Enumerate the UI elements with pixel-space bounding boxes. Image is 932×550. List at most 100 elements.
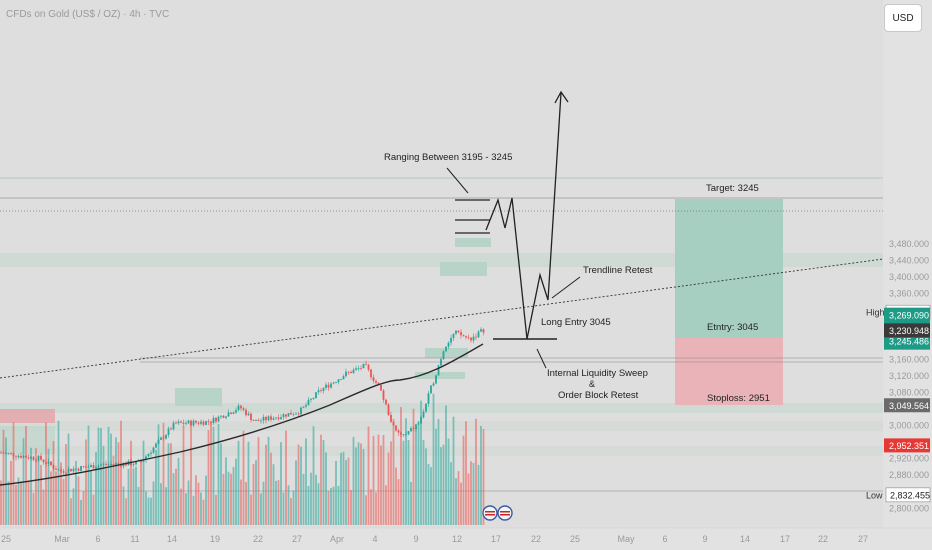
- candle-body: [410, 428, 412, 432]
- candle-body: [370, 369, 372, 378]
- target-zone: [675, 199, 783, 338]
- x-tick-label: 14: [167, 534, 177, 544]
- volume-bar: [360, 443, 362, 525]
- candle-body: [40, 455, 42, 460]
- volume-bar: [350, 490, 352, 525]
- candle-body: [92, 465, 95, 469]
- candle-body: [45, 462, 47, 464]
- candle-body: [415, 424, 417, 430]
- candle-body: [232, 412, 235, 414]
- candle-body: [172, 422, 175, 430]
- volume-bar: [375, 492, 377, 525]
- price-label-text: 2,952.351: [889, 441, 929, 451]
- candle-body: [210, 422, 212, 424]
- candle-body: [400, 432, 402, 435]
- volume-bar: [95, 451, 97, 525]
- candle-body: [270, 416, 272, 420]
- time-axis[interactable]: 25 Mar 6 11 14 19 22 27 Apr 4 9 12 17 22 25 May 6 9 14 17 22…: [1, 534, 868, 544]
- candle-body: [350, 371, 352, 374]
- candle-body: [437, 365, 440, 376]
- candle-body: [342, 376, 345, 380]
- volume-bar: [5, 437, 7, 525]
- pointer-ranging: [446, 167, 469, 194]
- us-flag-icon-2: [497, 505, 513, 521]
- candle-body: [365, 363, 367, 365]
- candle-body: [242, 408, 245, 410]
- annotation-stoploss: Stoploss: 2951: [707, 393, 770, 404]
- volume-bars: [0, 393, 485, 525]
- volume-bar: [325, 452, 327, 525]
- volume-bar: [462, 435, 465, 525]
- volume-bar: [370, 489, 372, 525]
- candle-body: [480, 329, 482, 332]
- volume-bar: [317, 483, 320, 525]
- candle-body: [395, 425, 397, 431]
- volume-bar: [430, 467, 432, 525]
- price-axis-bg: [883, 0, 932, 550]
- event-icons[interactable]: [482, 505, 513, 521]
- candle-body: [282, 414, 285, 418]
- volume-bar: [232, 466, 235, 525]
- ob-1: [175, 388, 222, 406]
- volume-bar: [305, 438, 307, 525]
- volume-bar: [382, 435, 385, 525]
- volume-bar: [260, 493, 262, 525]
- price-labels: High3,275.0033,269.09038:313,245.4863,23…: [866, 304, 931, 503]
- price-axis[interactable]: 2,800.000 2,880.000 2,920.000 3,000.000 3,08…: [889, 239, 929, 513]
- volume-bar: [310, 472, 312, 525]
- candle-body: [82, 466, 85, 467]
- volume-bar: [342, 451, 345, 525]
- candle-body: [420, 417, 422, 424]
- y-tick-label: 2,800.000: [889, 503, 929, 513]
- volume-bar: [157, 424, 160, 525]
- volume-bar: [337, 485, 340, 525]
- candle-body: [332, 382, 335, 384]
- volume-bar: [477, 464, 480, 525]
- candle-body: [260, 420, 262, 422]
- volume-bar: [235, 458, 237, 525]
- volume-bar: [250, 494, 252, 525]
- y-tick-label: 3,400.000: [889, 272, 929, 282]
- candle-body: [240, 405, 242, 409]
- volume-bar: [105, 466, 107, 525]
- price-label-text: 3,049.564: [889, 401, 929, 411]
- volume-bar: [62, 478, 65, 525]
- volume-bar: [0, 480, 2, 525]
- candle-body: [315, 392, 317, 398]
- volume-bar: [152, 481, 155, 525]
- x-tick-label: 6: [95, 534, 100, 544]
- candle-body: [385, 399, 387, 405]
- candle-body: [95, 467, 97, 469]
- volume-bar: [212, 426, 215, 525]
- candle-body: [257, 420, 260, 422]
- volume-bar: [190, 421, 192, 525]
- zone-supply-top: [0, 253, 883, 267]
- candle-body: [322, 387, 325, 391]
- candle-body: [155, 443, 157, 448]
- volume-bar: [82, 491, 85, 525]
- volume-bar: [365, 495, 367, 525]
- candle-body: [300, 407, 302, 415]
- candle-body: [22, 455, 25, 458]
- volume-bar: [390, 441, 392, 525]
- x-tick-label: 12: [452, 534, 462, 544]
- volume-bar: [425, 448, 427, 525]
- volume-bar: [90, 471, 92, 525]
- volume-bar: [230, 473, 232, 525]
- candle-body: [235, 410, 237, 413]
- candle-body: [390, 414, 392, 422]
- candle-body: [285, 414, 287, 417]
- candle-body: [247, 413, 250, 416]
- ob-3: [455, 238, 491, 247]
- annotation-sweep-3: Order Block Retest: [558, 390, 639, 401]
- volume-bar: [127, 468, 130, 525]
- currency-button[interactable]: USD: [884, 4, 922, 32]
- volume-bar: [287, 485, 290, 525]
- candle-body: [455, 330, 457, 334]
- volume-bar: [65, 444, 67, 525]
- volume-bar: [415, 427, 417, 525]
- candle-body: [152, 447, 155, 453]
- x-tick-label: 25: [570, 534, 580, 544]
- volume-bar: [255, 460, 257, 525]
